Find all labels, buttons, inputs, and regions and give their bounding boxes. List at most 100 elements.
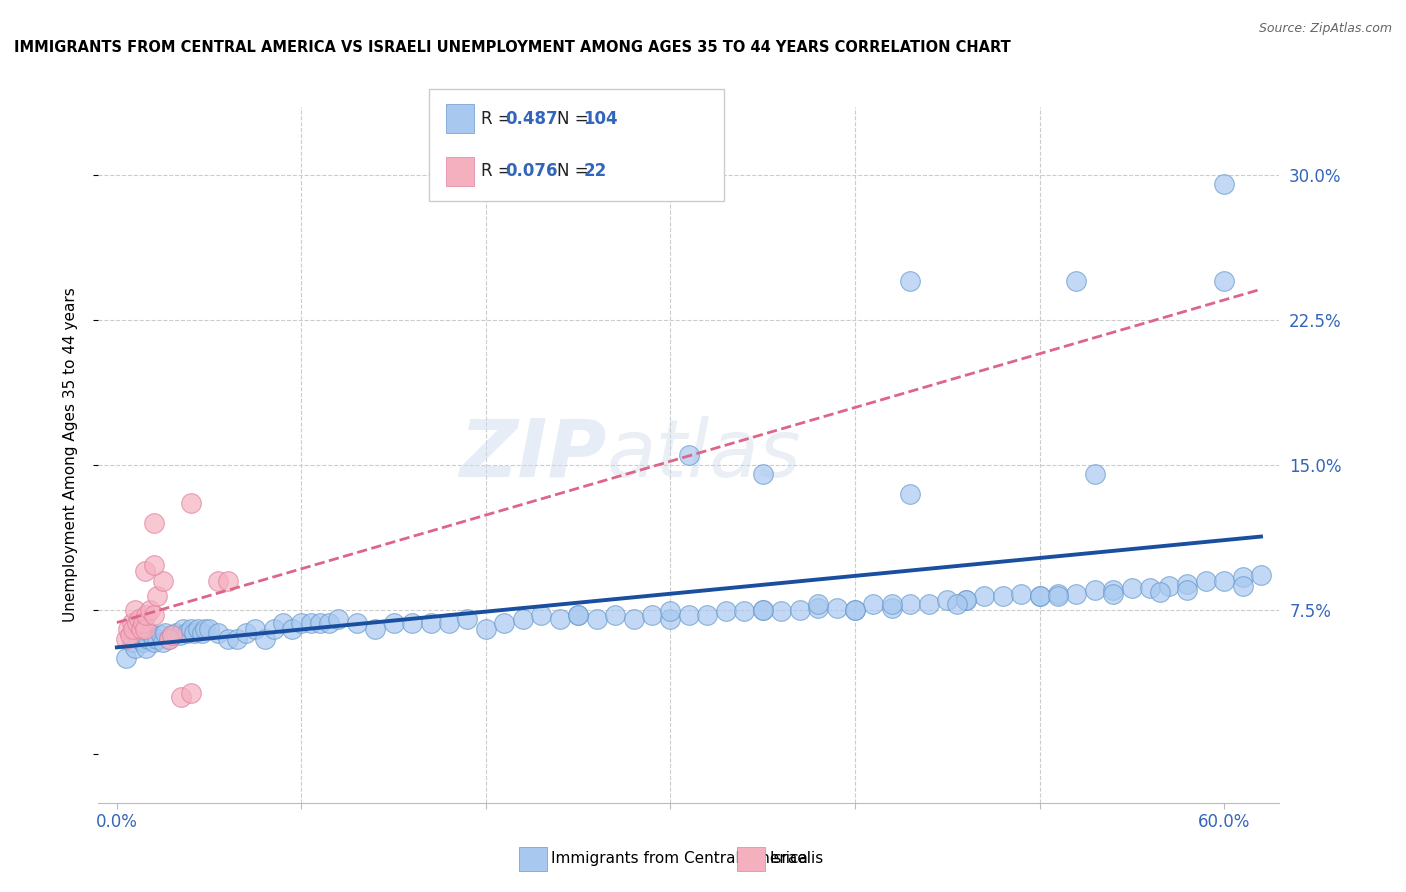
Point [132,615,155,630]
Text: 104: 104 [583,110,619,128]
Point [152,635,174,649]
Point [142,608,165,623]
Text: N =: N = [557,162,593,180]
Point [1084,467,1107,482]
Point [157,632,180,646]
Text: IMMIGRANTS FROM CENTRAL AMERICA VS ISRAELI UNEMPLOYMENT AMONG AGES 35 TO 44 YEAR: IMMIGRANTS FROM CENTRAL AMERICA VS ISRAE… [14,40,1011,55]
Point [530,608,553,623]
Point [225,632,247,646]
Point [139,602,162,616]
Point [169,628,191,642]
Point [198,622,221,636]
Point [751,602,773,616]
Point [733,605,755,619]
Text: R =: R = [481,162,517,180]
Point [623,612,645,626]
Point [134,564,156,578]
Text: Source: ZipAtlas.com: Source: ZipAtlas.com [1258,22,1392,36]
Text: Immigrants from Central America: Immigrants from Central America [551,851,808,866]
Point [207,625,229,640]
Point [678,608,700,623]
Point [844,602,866,616]
Text: 0.076: 0.076 [505,162,557,180]
Point [135,608,157,623]
Point [127,615,149,630]
Point [263,622,285,636]
Point [142,635,165,649]
Point [1046,587,1070,601]
Point [1232,570,1254,584]
Point [309,615,332,630]
Point [1232,579,1254,593]
Y-axis label: Unemployment Among Ages 35 to 44 years: Unemployment Among Ages 35 to 44 years [63,287,77,623]
Point [128,632,150,646]
Point [153,625,176,640]
Point [152,574,174,588]
Point [235,625,257,640]
Point [170,690,193,704]
Point [751,602,773,616]
Point [117,622,139,636]
Point [1028,589,1050,603]
Point [807,600,830,615]
Point [122,622,145,636]
Point [1213,178,1236,192]
Text: ZIP: ZIP [458,416,606,494]
Point [180,622,202,636]
Point [945,597,967,611]
Point [157,632,180,646]
Point [548,612,571,626]
Point [1102,583,1125,598]
Point [512,612,534,626]
Point [567,608,589,623]
Point [1084,583,1107,598]
Point [364,622,387,636]
Point [714,605,737,619]
Text: atlas: atlas [606,416,801,494]
Text: N =: N = [557,110,593,128]
Point [401,615,423,630]
Text: R =: R = [481,110,517,128]
Point [183,625,205,640]
Point [605,608,627,623]
Point [150,628,173,642]
Point [253,632,276,646]
Point [585,612,607,626]
Point [1028,589,1050,603]
Point [457,612,479,626]
Text: Israelis: Israelis [769,851,824,866]
Point [567,608,589,623]
Point [162,628,183,642]
Point [142,558,165,573]
Point [172,622,194,636]
Point [918,597,941,611]
Point [187,622,209,636]
Point [419,615,441,630]
Point [129,622,152,636]
Point [1046,589,1070,603]
Point [696,608,718,623]
Point [1213,574,1236,588]
Point [132,635,155,649]
Point [281,622,304,636]
Point [1121,582,1143,596]
Point [880,600,903,615]
Point [825,600,848,615]
Point [124,602,146,616]
Point [128,612,150,626]
Point [659,605,682,619]
Point [146,632,169,646]
Point [217,574,239,588]
Point [135,641,157,656]
Point [936,592,959,607]
Point [180,496,202,510]
Point [382,615,405,630]
Point [115,632,138,646]
Point [880,597,903,611]
Point [1157,579,1180,593]
Point [346,615,368,630]
Point [1250,567,1272,582]
Point [955,592,977,607]
Text: 22: 22 [583,162,607,180]
Point [844,602,866,616]
